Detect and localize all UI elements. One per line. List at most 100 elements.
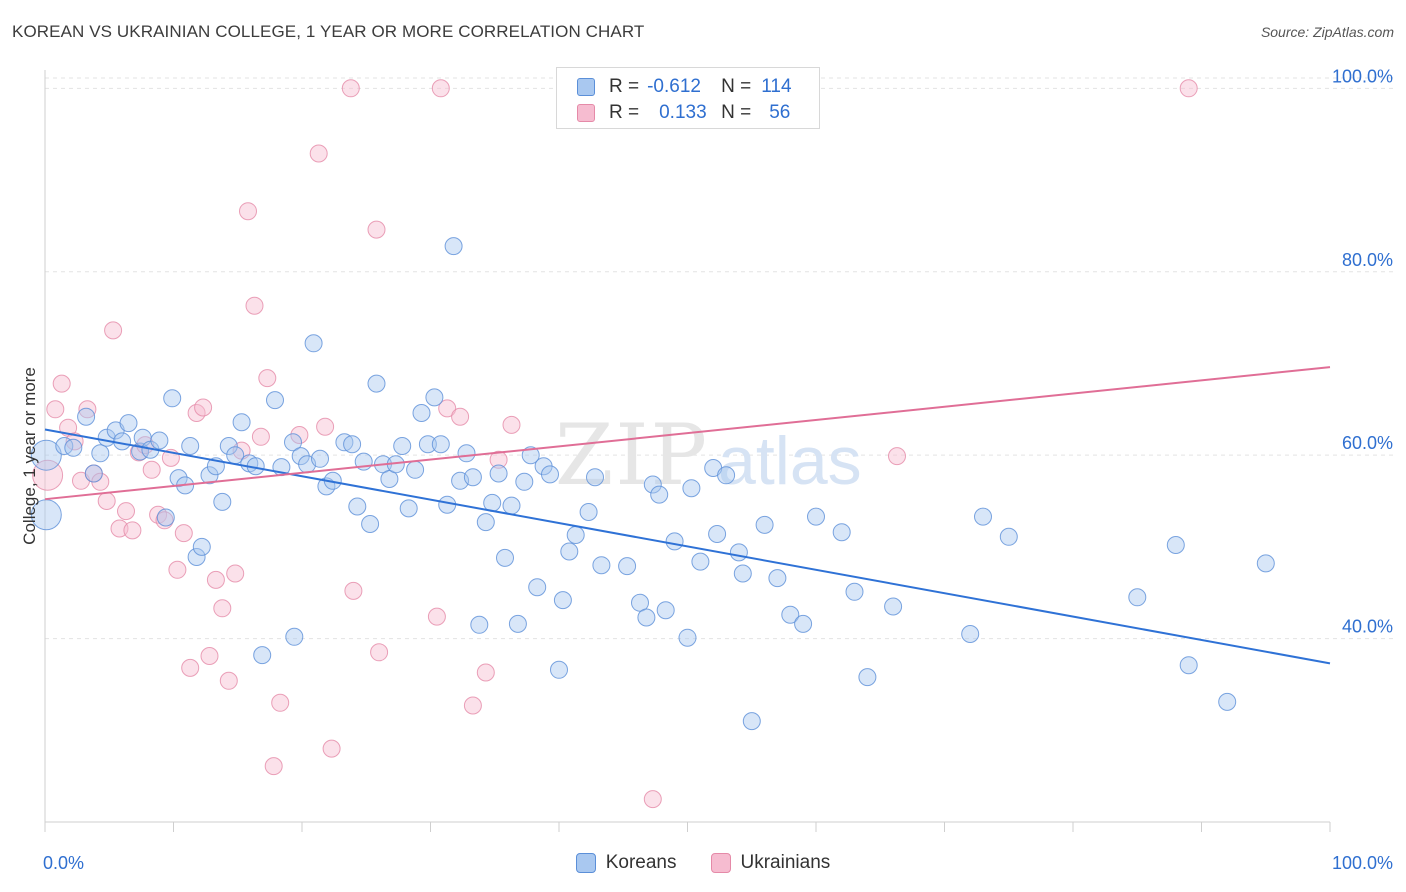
y-tick-label: 40.0% [1342, 617, 1393, 637]
korean-point [284, 433, 302, 452]
r-label: R = [609, 76, 640, 97]
korean-point [832, 523, 851, 542]
n-label: N = [721, 76, 752, 97]
legend-row-koreans: R = -0.612 N = 114 [577, 74, 792, 100]
ukrainians-swatch [577, 104, 595, 122]
korean-point [1128, 588, 1147, 607]
y-tick-label: 60.0% [1342, 433, 1393, 453]
korean-point [311, 449, 329, 468]
trend-lines [44, 366, 1331, 665]
ukrainians-trend-line [44, 366, 1331, 501]
korean-point [444, 237, 463, 256]
korean-point [541, 465, 559, 484]
korean-point [755, 515, 774, 534]
korean-point [496, 548, 514, 567]
x-tick-label-min: 0.0% [43, 853, 84, 873]
korean-point [285, 627, 304, 646]
ukrainian-point [46, 400, 65, 419]
korean-point [84, 464, 103, 483]
legend-item-koreans[interactable]: Koreans [575, 852, 677, 874]
y-tick-label: 100.0% [1332, 66, 1393, 86]
korean-point [566, 526, 585, 544]
korean-point [845, 582, 864, 601]
korean-point [213, 492, 232, 511]
ukrainian-point [200, 647, 219, 665]
korean-point [169, 469, 188, 488]
korean-point [470, 615, 489, 634]
ukrainian-point [168, 560, 187, 579]
korean-point [163, 389, 182, 408]
correlation-legend: R = -0.612 N = 114 R = 0.133 N = 56 [556, 67, 820, 129]
korean-point [682, 479, 701, 498]
korean-point [253, 646, 272, 665]
korean-point [200, 466, 219, 485]
korean-point [579, 503, 598, 521]
korean-point [335, 433, 354, 452]
korean-point [781, 605, 800, 624]
korean-point [304, 334, 323, 353]
korean-point [348, 497, 367, 516]
ukrainians-legend-label: Ukrainians [740, 852, 831, 873]
korean-point [266, 391, 284, 410]
source-credit: Source: ZipAtlas.com [1260, 24, 1394, 40]
ukrainian-point [78, 400, 97, 419]
korean-point [592, 556, 611, 575]
ukrainian-point [643, 790, 662, 809]
ukrainians-points [32, 79, 1198, 809]
ukrainian-point [142, 460, 161, 479]
korean-point [187, 548, 206, 566]
korean-point [343, 435, 362, 454]
korean-point [729, 543, 748, 562]
korean-point [113, 432, 132, 451]
korean-point [192, 537, 211, 556]
korean-point [425, 388, 444, 407]
ukrainian-point [1179, 79, 1198, 98]
korean-point [665, 532, 684, 551]
korean-point [232, 413, 251, 432]
ukrainian-point [271, 693, 290, 712]
ukrainian-point [264, 757, 283, 776]
korean-point [156, 508, 175, 527]
ukrainian-point [316, 417, 335, 436]
korean-point [618, 557, 637, 576]
korean-point [708, 525, 727, 543]
korean-point [406, 460, 425, 479]
korean-point [91, 444, 110, 463]
korean-point [586, 468, 604, 487]
ukrainian-point [463, 696, 482, 715]
ukrainian-point [888, 447, 906, 466]
ukrainian-point [502, 415, 521, 434]
watermark-zip: ZIP [555, 406, 709, 504]
ukrainian-point [206, 570, 225, 589]
ukrainian-point [226, 564, 245, 583]
ukrainian-point [181, 658, 200, 677]
grid-lines [45, 77, 1395, 640]
korean-point [742, 712, 761, 731]
ukrainian-point [489, 450, 508, 469]
watermark: ZIP atlas [555, 406, 862, 504]
korean-point [463, 468, 482, 487]
korean-point [457, 444, 476, 463]
korean-point [643, 475, 662, 494]
korean-point [393, 437, 412, 455]
korean-point [794, 614, 813, 633]
ukrainian-point [344, 581, 363, 600]
ukrainian-point [123, 521, 142, 540]
korean-point [77, 407, 96, 426]
korean-point [1179, 656, 1198, 675]
korean-point [521, 446, 540, 465]
ukrainian-point [245, 296, 264, 315]
ukrainian-point [290, 426, 309, 444]
korean-point [55, 437, 74, 455]
legend-item-ukrainians[interactable]: Ukrainians [710, 852, 831, 874]
korean-point [150, 431, 169, 450]
korean-point [884, 597, 903, 616]
ukrainian-point [431, 79, 450, 98]
koreans-trend-line [44, 428, 1331, 665]
ukrainian-point [219, 671, 238, 690]
korean-point [550, 660, 568, 679]
n-label: N = [721, 102, 752, 123]
korean-point [181, 437, 200, 455]
y-axis-label: College, 1 year or more [20, 367, 39, 545]
